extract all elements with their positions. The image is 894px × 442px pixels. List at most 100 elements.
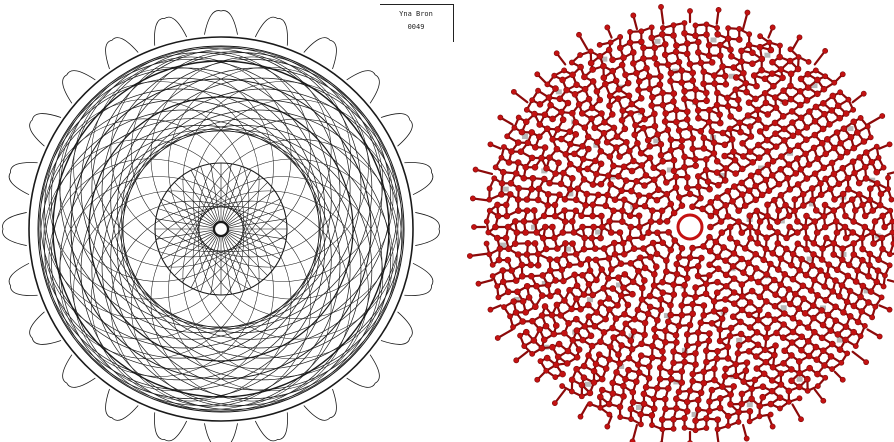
atom <box>568 305 575 313</box>
shadow-spot <box>653 138 660 144</box>
atom <box>889 229 894 236</box>
atom <box>819 321 827 329</box>
atom <box>559 383 566 389</box>
atom <box>780 359 787 367</box>
atom <box>820 397 827 404</box>
atom <box>578 381 586 389</box>
atom <box>867 288 875 295</box>
spirograph-orbit <box>110 206 312 407</box>
atom <box>554 126 561 133</box>
atom <box>554 353 562 361</box>
atom <box>810 314 817 322</box>
atom <box>638 107 646 115</box>
atom <box>758 191 766 199</box>
atom <box>519 318 526 325</box>
atom <box>724 213 732 220</box>
atom <box>638 234 646 241</box>
atom <box>678 143 685 151</box>
atom <box>707 223 714 231</box>
atom <box>738 58 745 65</box>
atom <box>536 121 544 128</box>
atom <box>578 110 586 117</box>
atom <box>738 281 746 288</box>
atom <box>850 302 858 310</box>
atom <box>735 408 742 416</box>
atom <box>575 101 583 108</box>
atom <box>486 196 493 203</box>
atom <box>538 344 546 352</box>
atom <box>881 223 888 231</box>
atom <box>658 207 666 215</box>
atom <box>640 400 648 408</box>
atom <box>494 212 502 220</box>
atom <box>825 261 833 268</box>
atom <box>805 161 813 168</box>
spirograph-spoke <box>227 218 287 229</box>
atom <box>616 153 623 160</box>
atom <box>561 207 568 214</box>
atom <box>689 370 697 378</box>
atom <box>772 130 779 138</box>
atom <box>833 129 841 136</box>
spirograph-lobe <box>62 70 96 104</box>
spirograph-spoke <box>210 163 221 223</box>
atom <box>745 311 753 319</box>
atom <box>641 264 649 272</box>
atom <box>491 175 498 182</box>
atom <box>610 239 618 247</box>
atom <box>631 131 638 139</box>
atom <box>628 100 635 108</box>
spirograph-spoke <box>221 235 232 295</box>
atom <box>714 278 721 286</box>
atom <box>558 135 565 143</box>
atom <box>730 275 738 282</box>
atom <box>581 85 589 93</box>
atom <box>628 345 636 353</box>
spirograph-ring <box>70 78 372 380</box>
atom <box>665 318 672 326</box>
atom <box>537 358 544 365</box>
atom <box>619 207 626 215</box>
atom <box>681 29 688 37</box>
atom <box>510 324 516 330</box>
shadow-spot <box>666 167 673 173</box>
spirograph-orbit <box>150 56 352 258</box>
spirograph-lobe <box>404 262 434 296</box>
atom <box>522 229 529 236</box>
spirograph-lobe <box>8 162 38 196</box>
atom <box>544 125 551 133</box>
spirograph-orbit <box>198 118 399 320</box>
spirograph-spoke <box>174 182 217 225</box>
atom <box>607 229 615 236</box>
atom <box>706 407 713 415</box>
atom <box>743 88 750 96</box>
atom <box>746 123 754 130</box>
atom <box>615 85 623 93</box>
spirograph-spoke <box>226 189 275 226</box>
atom <box>545 94 553 101</box>
atom <box>616 229 624 236</box>
atom <box>839 164 847 172</box>
atom <box>518 128 526 136</box>
atom <box>836 114 844 122</box>
atom <box>828 107 836 114</box>
atom <box>754 316 762 324</box>
atom <box>697 319 705 327</box>
atom <box>542 322 550 330</box>
atom <box>700 80 707 88</box>
atom <box>529 350 536 357</box>
spirograph-lobe <box>154 16 188 46</box>
atom <box>552 170 559 177</box>
atom <box>606 92 614 100</box>
atom <box>673 339 680 346</box>
atom <box>635 78 643 85</box>
atom <box>692 22 699 29</box>
atom <box>794 240 802 248</box>
atom <box>675 194 683 201</box>
atom <box>857 293 864 301</box>
atom <box>641 331 648 339</box>
atom <box>667 69 675 77</box>
atom <box>547 101 554 109</box>
atom <box>702 89 710 97</box>
atom <box>593 276 600 284</box>
